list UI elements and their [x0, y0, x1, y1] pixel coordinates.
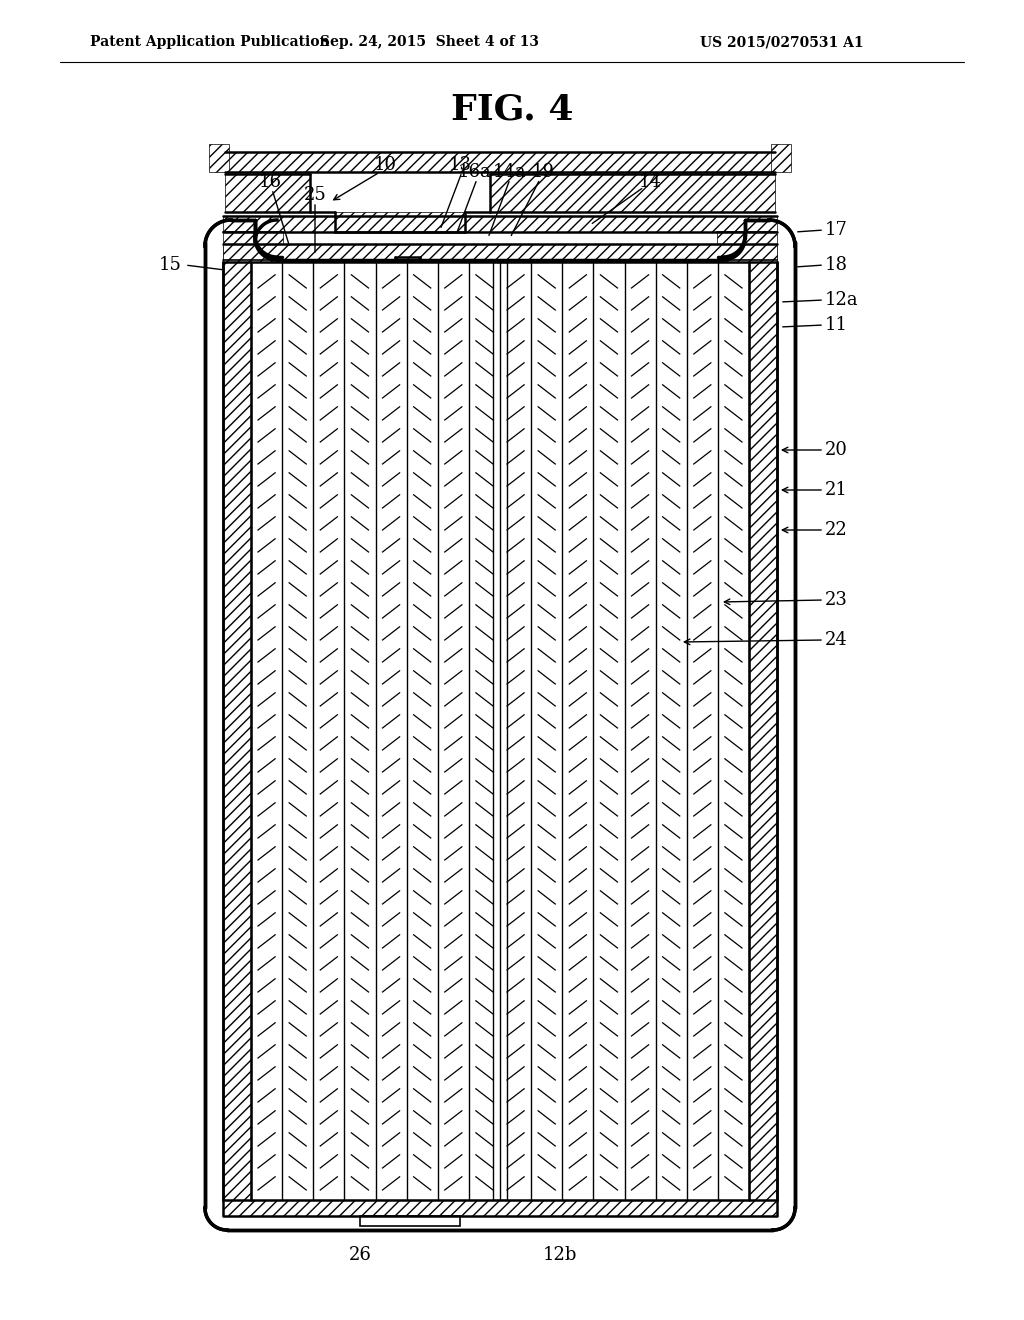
Text: 12b: 12b	[543, 1246, 578, 1265]
Text: 16a: 16a	[458, 162, 492, 181]
Text: 12a: 12a	[825, 290, 859, 309]
Bar	[223, 244, 777, 261]
Text: US 2015/0270531 A1: US 2015/0270531 A1	[700, 36, 863, 49]
Text: 25: 25	[304, 186, 327, 205]
Text: 14a: 14a	[494, 162, 526, 181]
Text: 19: 19	[531, 162, 555, 181]
Text: Sep. 24, 2015  Sheet 4 of 13: Sep. 24, 2015 Sheet 4 of 13	[321, 36, 540, 49]
Bar	[209, 144, 229, 172]
Text: 16: 16	[258, 173, 282, 191]
Bar	[717, 232, 777, 260]
Bar	[360, 1216, 460, 1226]
Text: 23: 23	[825, 591, 848, 609]
Text: 10: 10	[374, 156, 396, 174]
Bar	[225, 174, 310, 213]
Bar	[749, 261, 777, 1200]
Bar	[771, 144, 791, 172]
Text: FIG. 4: FIG. 4	[451, 92, 573, 127]
Bar	[490, 174, 775, 213]
Bar	[493, 261, 507, 1200]
Bar	[335, 213, 465, 232]
Text: 18: 18	[825, 256, 848, 275]
Text: 22: 22	[825, 521, 848, 539]
Bar	[225, 152, 775, 172]
Text: 13: 13	[449, 156, 471, 174]
Text: 26: 26	[348, 1246, 372, 1265]
Bar	[223, 216, 777, 232]
Bar	[223, 1200, 777, 1216]
Text: 21: 21	[825, 480, 848, 499]
Text: 17: 17	[825, 220, 848, 239]
Text: 14: 14	[639, 173, 662, 191]
Bar	[223, 261, 251, 1200]
Text: 20: 20	[825, 441, 848, 459]
Bar	[223, 232, 283, 260]
Text: 24: 24	[825, 631, 848, 649]
Text: 15: 15	[159, 256, 182, 275]
Text: 11: 11	[825, 315, 848, 334]
Text: Patent Application Publication: Patent Application Publication	[90, 36, 330, 49]
